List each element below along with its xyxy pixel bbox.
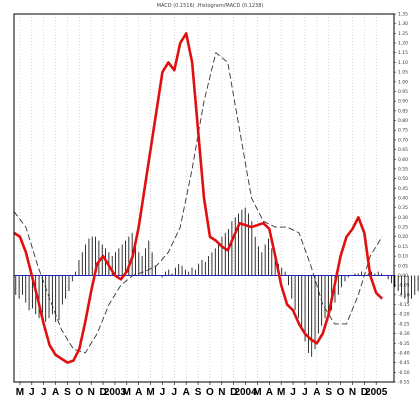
grid <box>19 14 377 382</box>
y-tick-label: -0.30 <box>398 331 410 337</box>
signal-line <box>13 51 383 354</box>
x-tick-label: D <box>361 387 368 398</box>
x-tick-label: M <box>277 387 285 398</box>
x-tick-label: J <box>302 387 308 398</box>
y-tick-label: 0.00 <box>398 273 408 279</box>
y-tick-label: -0.25 <box>398 321 410 327</box>
x-tick-label: A <box>52 387 59 398</box>
x-tick-label: S <box>64 387 71 398</box>
x-tick-label: A <box>183 387 190 398</box>
y-tick-label: -0.40 <box>398 350 410 356</box>
x-tick-label: S <box>195 387 202 398</box>
y-tick-label: -0.50 <box>398 370 410 376</box>
x-tick-label: D <box>230 387 237 398</box>
y-tick-label: 0.65 <box>398 147 408 153</box>
y-tick-label: 1.30 <box>398 21 408 27</box>
macd-line-group <box>13 32 384 364</box>
y-tick-label: 0.20 <box>398 234 408 240</box>
x-tick-label: O <box>206 387 214 398</box>
y-tick-label: 0.85 <box>398 108 408 114</box>
y-tick-label: 1.25 <box>398 31 408 37</box>
x-tick-label: A <box>313 387 320 398</box>
y-tick-label: 0.70 <box>398 137 408 143</box>
y-tick-label: -0.55 <box>398 380 410 386</box>
x-tick-label: M <box>253 387 261 398</box>
x-tick-label: O <box>75 387 83 398</box>
x-tick-label: S <box>325 387 332 398</box>
x-tick-label: 2004 <box>234 387 257 398</box>
y-tick-label: 0.25 <box>398 225 408 231</box>
x-tick-label: A <box>135 387 142 398</box>
y-tick-label: 1.05 <box>398 70 408 76</box>
macd-line <box>13 32 384 364</box>
y-tick-label: 0.05 <box>398 263 408 269</box>
y-tick-label: -0.05 <box>398 283 410 289</box>
x-tick-label: 2003 <box>104 387 127 398</box>
y-axis-ticks: 1.35 1.30 1.25 1.20 1.15 1.10 1.05 1.00 0.95 0.90… <box>394 12 410 386</box>
y-tick-label: 0.45 <box>398 186 408 192</box>
x-tick-label: J <box>290 387 296 398</box>
signal-line-group <box>13 51 383 354</box>
plot-frame <box>13 13 395 383</box>
y-tick-label: 1.20 <box>398 41 408 47</box>
x-tick-label: J <box>172 387 178 398</box>
y-tick-label: 0.75 <box>398 128 408 134</box>
x-tick-label: M <box>146 387 154 398</box>
y-tick-label: 0.35 <box>398 205 408 211</box>
y-tick-label: -0.10 <box>398 292 410 298</box>
x-tick-label: A <box>266 387 273 398</box>
y-tick-label: 0.10 <box>398 254 408 260</box>
y-tick-label: 0.80 <box>398 118 408 124</box>
x-tick-label: D <box>99 387 106 398</box>
x-tick-label: N <box>349 387 356 398</box>
x-tick-label: J <box>160 387 166 398</box>
x-tick-label: M <box>16 387 24 398</box>
y-tick-label: 0.55 <box>398 166 408 172</box>
y-tick-label: 0.50 <box>398 176 408 182</box>
histogram <box>15 207 419 357</box>
y-tick-label: 0.40 <box>398 196 408 202</box>
chart-title: MACD (0.1516) ,Histogram/MACD (0.1238) <box>157 3 264 9</box>
y-tick-label: 1.00 <box>398 79 408 85</box>
x-tick-label: O <box>337 387 345 398</box>
y-tick-label: 0.30 <box>398 215 408 221</box>
y-tick-label: -0.20 <box>398 312 410 318</box>
x-tick-label: 2005 <box>365 387 388 398</box>
x-tick-label: N <box>218 387 225 398</box>
y-tick-label: -0.15 <box>398 302 410 308</box>
x-tick-label: N <box>88 387 95 398</box>
y-tick-label: 0.60 <box>398 157 408 163</box>
x-tick-label: J <box>29 387 35 398</box>
y-tick-label: 1.10 <box>398 60 408 66</box>
y-tick-label: 0.15 <box>398 244 408 250</box>
x-tick-label: J <box>41 387 47 398</box>
y-tick-label: 0.95 <box>398 89 408 95</box>
x-tick-label: M <box>123 387 131 398</box>
y-tick-label: 1.15 <box>398 50 408 56</box>
y-tick-label: -0.35 <box>398 341 410 347</box>
y-tick-label: 0.90 <box>398 99 408 105</box>
y-tick-label: -0.45 <box>398 360 410 366</box>
y-tick-label: 1.35 <box>398 12 408 18</box>
